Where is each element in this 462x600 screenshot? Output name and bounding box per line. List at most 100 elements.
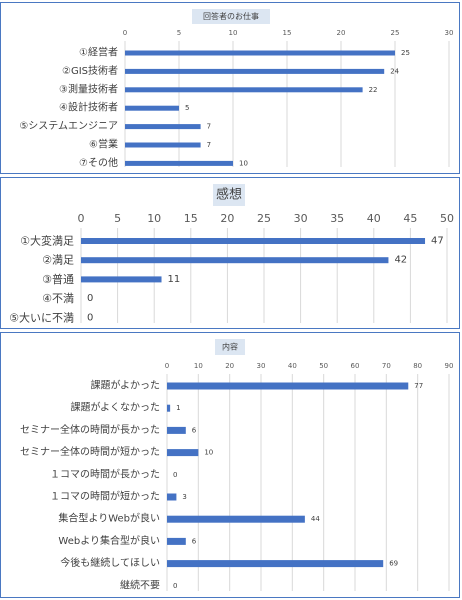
tick-label: 45 xyxy=(403,212,417,225)
tick-label: 10 xyxy=(147,212,161,225)
tick-label: 70 xyxy=(382,362,391,370)
data-label: 77 xyxy=(414,382,423,390)
data-label: 10 xyxy=(239,159,248,167)
tick-label: 20 xyxy=(225,362,234,370)
bar xyxy=(125,105,179,111)
bar xyxy=(167,493,177,501)
bar xyxy=(167,404,171,412)
impression-chart: 感想 0 5 10 15 20 25 30 35 40 45 50 ①大変満足 47 ②満足 42 ③普通 11 ④… xyxy=(9,184,454,324)
category-label: ⑥営業 xyxy=(89,138,118,151)
tick-label: 80 xyxy=(413,362,422,370)
chart-title: 感想 xyxy=(216,187,242,203)
bar xyxy=(167,515,305,523)
tick-label: 0 xyxy=(123,29,127,37)
bar xyxy=(167,537,186,545)
tick-label: 25 xyxy=(257,212,271,225)
tick-label: 15 xyxy=(283,29,292,37)
tick-label: 5 xyxy=(114,212,121,225)
data-label: 7 xyxy=(207,141,211,149)
tick-label: 20 xyxy=(337,29,346,37)
tick-label: 40 xyxy=(288,362,297,370)
chart-title: 回答者のお仕事 xyxy=(203,11,259,21)
data-label: 6 xyxy=(192,537,197,545)
tick-label: 0 xyxy=(165,362,169,370)
category-label: 今後も継続してほしい xyxy=(60,556,160,569)
tick-label: 10 xyxy=(229,29,238,37)
chart-panel-impression: 感想 0 5 10 15 20 25 30 35 40 45 50 ①大変満足 47 ②満足 42 ③普通 11 ④… xyxy=(0,177,460,329)
data-label: 3 xyxy=(182,493,186,501)
data-label: 10 xyxy=(204,449,213,457)
category-label: ④設計技術者 xyxy=(59,101,118,114)
data-label: 0 xyxy=(87,293,93,304)
category-label: ⑤大いに不満 xyxy=(9,310,74,324)
tick-label: 50 xyxy=(319,362,328,370)
bar xyxy=(81,276,162,283)
occupation-chart: 回答者のお仕事 0 5 10 15 20 25 30 ①経営者 25 ②GIS技術者 24 ③測量技術者… xyxy=(19,9,454,169)
tick-label: 30 xyxy=(294,212,308,225)
category-label: 課題がよくなかった xyxy=(71,401,161,414)
category-label: 継続不要 xyxy=(120,578,160,591)
category-label: ③測量技術者 xyxy=(59,82,118,95)
bar xyxy=(125,160,233,166)
bar xyxy=(125,87,363,93)
tick-label: 25 xyxy=(391,29,400,37)
bar xyxy=(167,560,384,568)
tick-label: 5 xyxy=(177,29,181,37)
tick-label: 50 xyxy=(440,212,454,225)
title-background xyxy=(215,339,245,355)
tick-label: 15 xyxy=(184,212,198,225)
tick-label: 10 xyxy=(194,362,203,370)
category-label: ④不満 xyxy=(42,292,74,305)
data-label: 24 xyxy=(390,67,399,75)
bar xyxy=(81,238,426,244)
data-label: 22 xyxy=(369,86,378,94)
data-label: 11 xyxy=(168,274,181,285)
category-label: ③普通 xyxy=(42,272,74,286)
category-label: ①大変満足 xyxy=(20,234,74,248)
tick-label: 30 xyxy=(445,29,454,37)
category-label: ⑦その他 xyxy=(79,156,118,169)
data-label: 42 xyxy=(394,255,407,266)
chart-panel-content: 内容 0 10 20 30 40 50 60 70 80 90 課題がよかった 77 課題がよくなかった 1… xyxy=(0,332,460,598)
data-label: 44 xyxy=(311,515,320,523)
tick-label: 40 xyxy=(367,212,381,225)
tick-label: 30 xyxy=(257,362,266,370)
bar xyxy=(125,68,385,74)
bar xyxy=(81,257,389,264)
tick-label: 20 xyxy=(220,212,234,225)
category-label: セミナー全体の時間が短かった xyxy=(20,445,160,458)
category-label: 集合型よりWebが良い xyxy=(58,512,160,525)
data-label: 0 xyxy=(173,471,177,479)
data-label: 0 xyxy=(87,312,93,323)
tick-label: 35 xyxy=(330,212,344,225)
data-label: 0 xyxy=(173,582,177,590)
data-label: 69 xyxy=(389,560,398,568)
tick-label: 90 xyxy=(445,362,454,370)
category-label: Webより集合型が良い xyxy=(58,534,160,547)
category-label: ②満足 xyxy=(42,254,74,267)
tick-label: 60 xyxy=(351,362,360,370)
data-label: 6 xyxy=(192,426,197,434)
category-label: ②GIS技術者 xyxy=(62,64,118,77)
bar xyxy=(167,449,199,457)
data-label: 47 xyxy=(431,236,444,247)
chart-panel-occupation: 回答者のお仕事 0 5 10 15 20 25 30 ①経営者 25 ②GIS技術者 24 ③測量技術者… xyxy=(0,2,460,174)
bar xyxy=(167,426,186,434)
category-label: セミナー全体の時間が長かった xyxy=(20,423,160,436)
category-label: ⑤システムエンジニア xyxy=(19,120,118,132)
data-label: 5 xyxy=(185,104,189,112)
category-label: １コマの時間が短かった xyxy=(50,490,160,503)
bar xyxy=(167,382,409,390)
data-label: 25 xyxy=(401,49,410,57)
bar xyxy=(125,50,395,56)
tick-label: 0 xyxy=(78,212,85,225)
title-background xyxy=(192,9,270,24)
bar xyxy=(125,124,201,130)
bar xyxy=(125,142,201,148)
category-label: １コマの時間が長かった xyxy=(50,467,160,480)
chart-title: 内容 xyxy=(222,342,238,352)
category-label: ①経営者 xyxy=(79,46,118,59)
data-label: 7 xyxy=(207,123,211,131)
category-label: 課題がよかった xyxy=(91,379,161,392)
